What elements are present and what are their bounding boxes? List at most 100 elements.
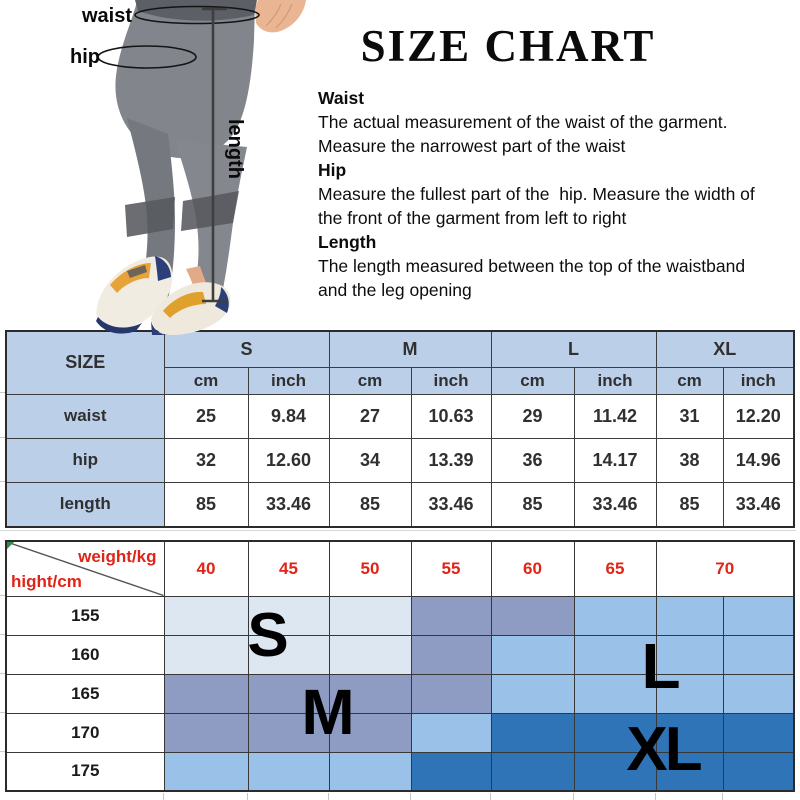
fit-zone-cell [573,712,657,753]
weight-header: 55 [410,540,492,597]
size-cell: 33.46 [410,481,492,528]
guide-text: The length measured between the top of t… [318,256,746,276]
size-cell: 29 [490,393,575,439]
size-group-header-xl: XL [655,330,795,368]
height-header: 160 [5,634,165,675]
size-cell: 12.60 [247,437,330,483]
unit-header-cm: cm [163,366,249,395]
size-cell: 27 [328,393,412,439]
guide-heading-waist: Waist [318,88,365,108]
fit-zone-cell [328,595,412,636]
size-group-header-m: M [328,330,492,368]
fit-zone-cell [573,751,657,792]
gridline-stub [722,793,723,800]
row-label-length: length [5,481,165,528]
size-cell: 33.46 [722,481,795,528]
size-cell: 11.42 [573,393,657,439]
fit-zone-cell [655,634,724,675]
fit-zone-cell [573,595,657,636]
page-title: SIZE CHART [360,21,656,71]
size-cell: 9.84 [247,393,330,439]
gridline-stub [0,634,5,635]
fit-zone-cell [163,712,249,753]
size-cell: 25 [163,393,249,439]
weight-header: 60 [490,540,575,597]
row-label-hip: hip [5,437,165,483]
fit-zone-cell [655,751,724,792]
fit-zone-cell [722,751,795,792]
weight-header: 70 [655,540,795,597]
size-cell: 32 [163,437,249,483]
guide-text: Measure the narrowest part of the waist [318,136,626,156]
gridline-stub [490,793,491,800]
zone-letter-xl: XL [626,715,702,784]
size-cell: 13.39 [410,437,492,483]
fit-zone-cell [573,673,657,714]
size-cell: 33.46 [573,481,657,528]
size-cell: 38 [655,437,724,483]
weight-header: 45 [247,540,330,597]
size-cell: 36 [490,437,575,483]
unit-header-inch: inch [247,366,330,395]
size-cell: 85 [490,481,575,528]
gridline-stub [0,751,5,752]
fit-zone-cell [247,634,330,675]
fit-zone-cell [163,673,249,714]
size-cell: 85 [328,481,412,528]
gridline-stub [410,793,411,800]
gridline-stub [655,793,656,800]
height-header: 170 [5,712,165,753]
fit-zone-cell [722,712,795,753]
unit-header-cm: cm [655,366,724,395]
guide-heading-hip: Hip [318,160,347,180]
guide-text: the front of the garment from left to ri… [318,208,627,228]
unit-header-cm: cm [490,366,575,395]
size-group-header-s: S [163,330,330,368]
fit-table-section: weight/kg hight/cm 40 45 50 55 60 65 70 … [0,540,796,800]
gridline-stub [0,437,5,438]
shoe-body [96,256,173,329]
gridline-stub [0,595,5,596]
shoe-laces [127,265,147,278]
finger-line [265,3,282,27]
near-leg [175,140,247,315]
zone-letter-l: L [641,630,681,702]
shoe-heel [155,256,171,281]
gridline-stub [0,481,5,482]
gridline-artifact [0,530,796,531]
shoe-toe [151,321,167,335]
fit-zone-cell [410,595,492,636]
gridline-stub [0,673,5,674]
fit-zone-cell [163,751,249,792]
shoe-body [151,282,231,335]
measurement-guide: Waist The actual measurement of the wais… [318,86,792,302]
fit-zone-cell [247,595,330,636]
length-annotation: length [224,119,246,179]
product-figure: waist hip length [0,0,310,336]
length-line [202,7,227,303]
shoe-stripe [163,291,206,318]
size-corner-header: SIZE [5,330,165,395]
fit-zone-cell [163,595,249,636]
unit-header-inch: inch [410,366,492,395]
fit-zone-cell [490,712,575,753]
mesh-band [125,197,175,237]
unit-header-cm: cm [328,366,412,395]
cell-corner-marker [7,542,14,549]
fit-zone-cell [655,673,724,714]
weight-header: 65 [573,540,657,597]
weight-axis-label: weight/kg [78,547,157,566]
finger-line [275,3,293,29]
size-cell: 85 [655,481,724,528]
diagonal-divider [7,542,163,595]
fit-zone-cell [722,595,795,636]
shoe-sole [96,317,142,334]
size-cell: 14.96 [722,437,795,483]
fit-zone-cell [722,634,795,675]
leggings-illustration: waist hip length [70,0,306,335]
size-cell: 34 [328,437,412,483]
fit-zone-cell [247,712,330,753]
unit-header-inch: inch [722,366,795,395]
size-cell: 85 [163,481,249,528]
